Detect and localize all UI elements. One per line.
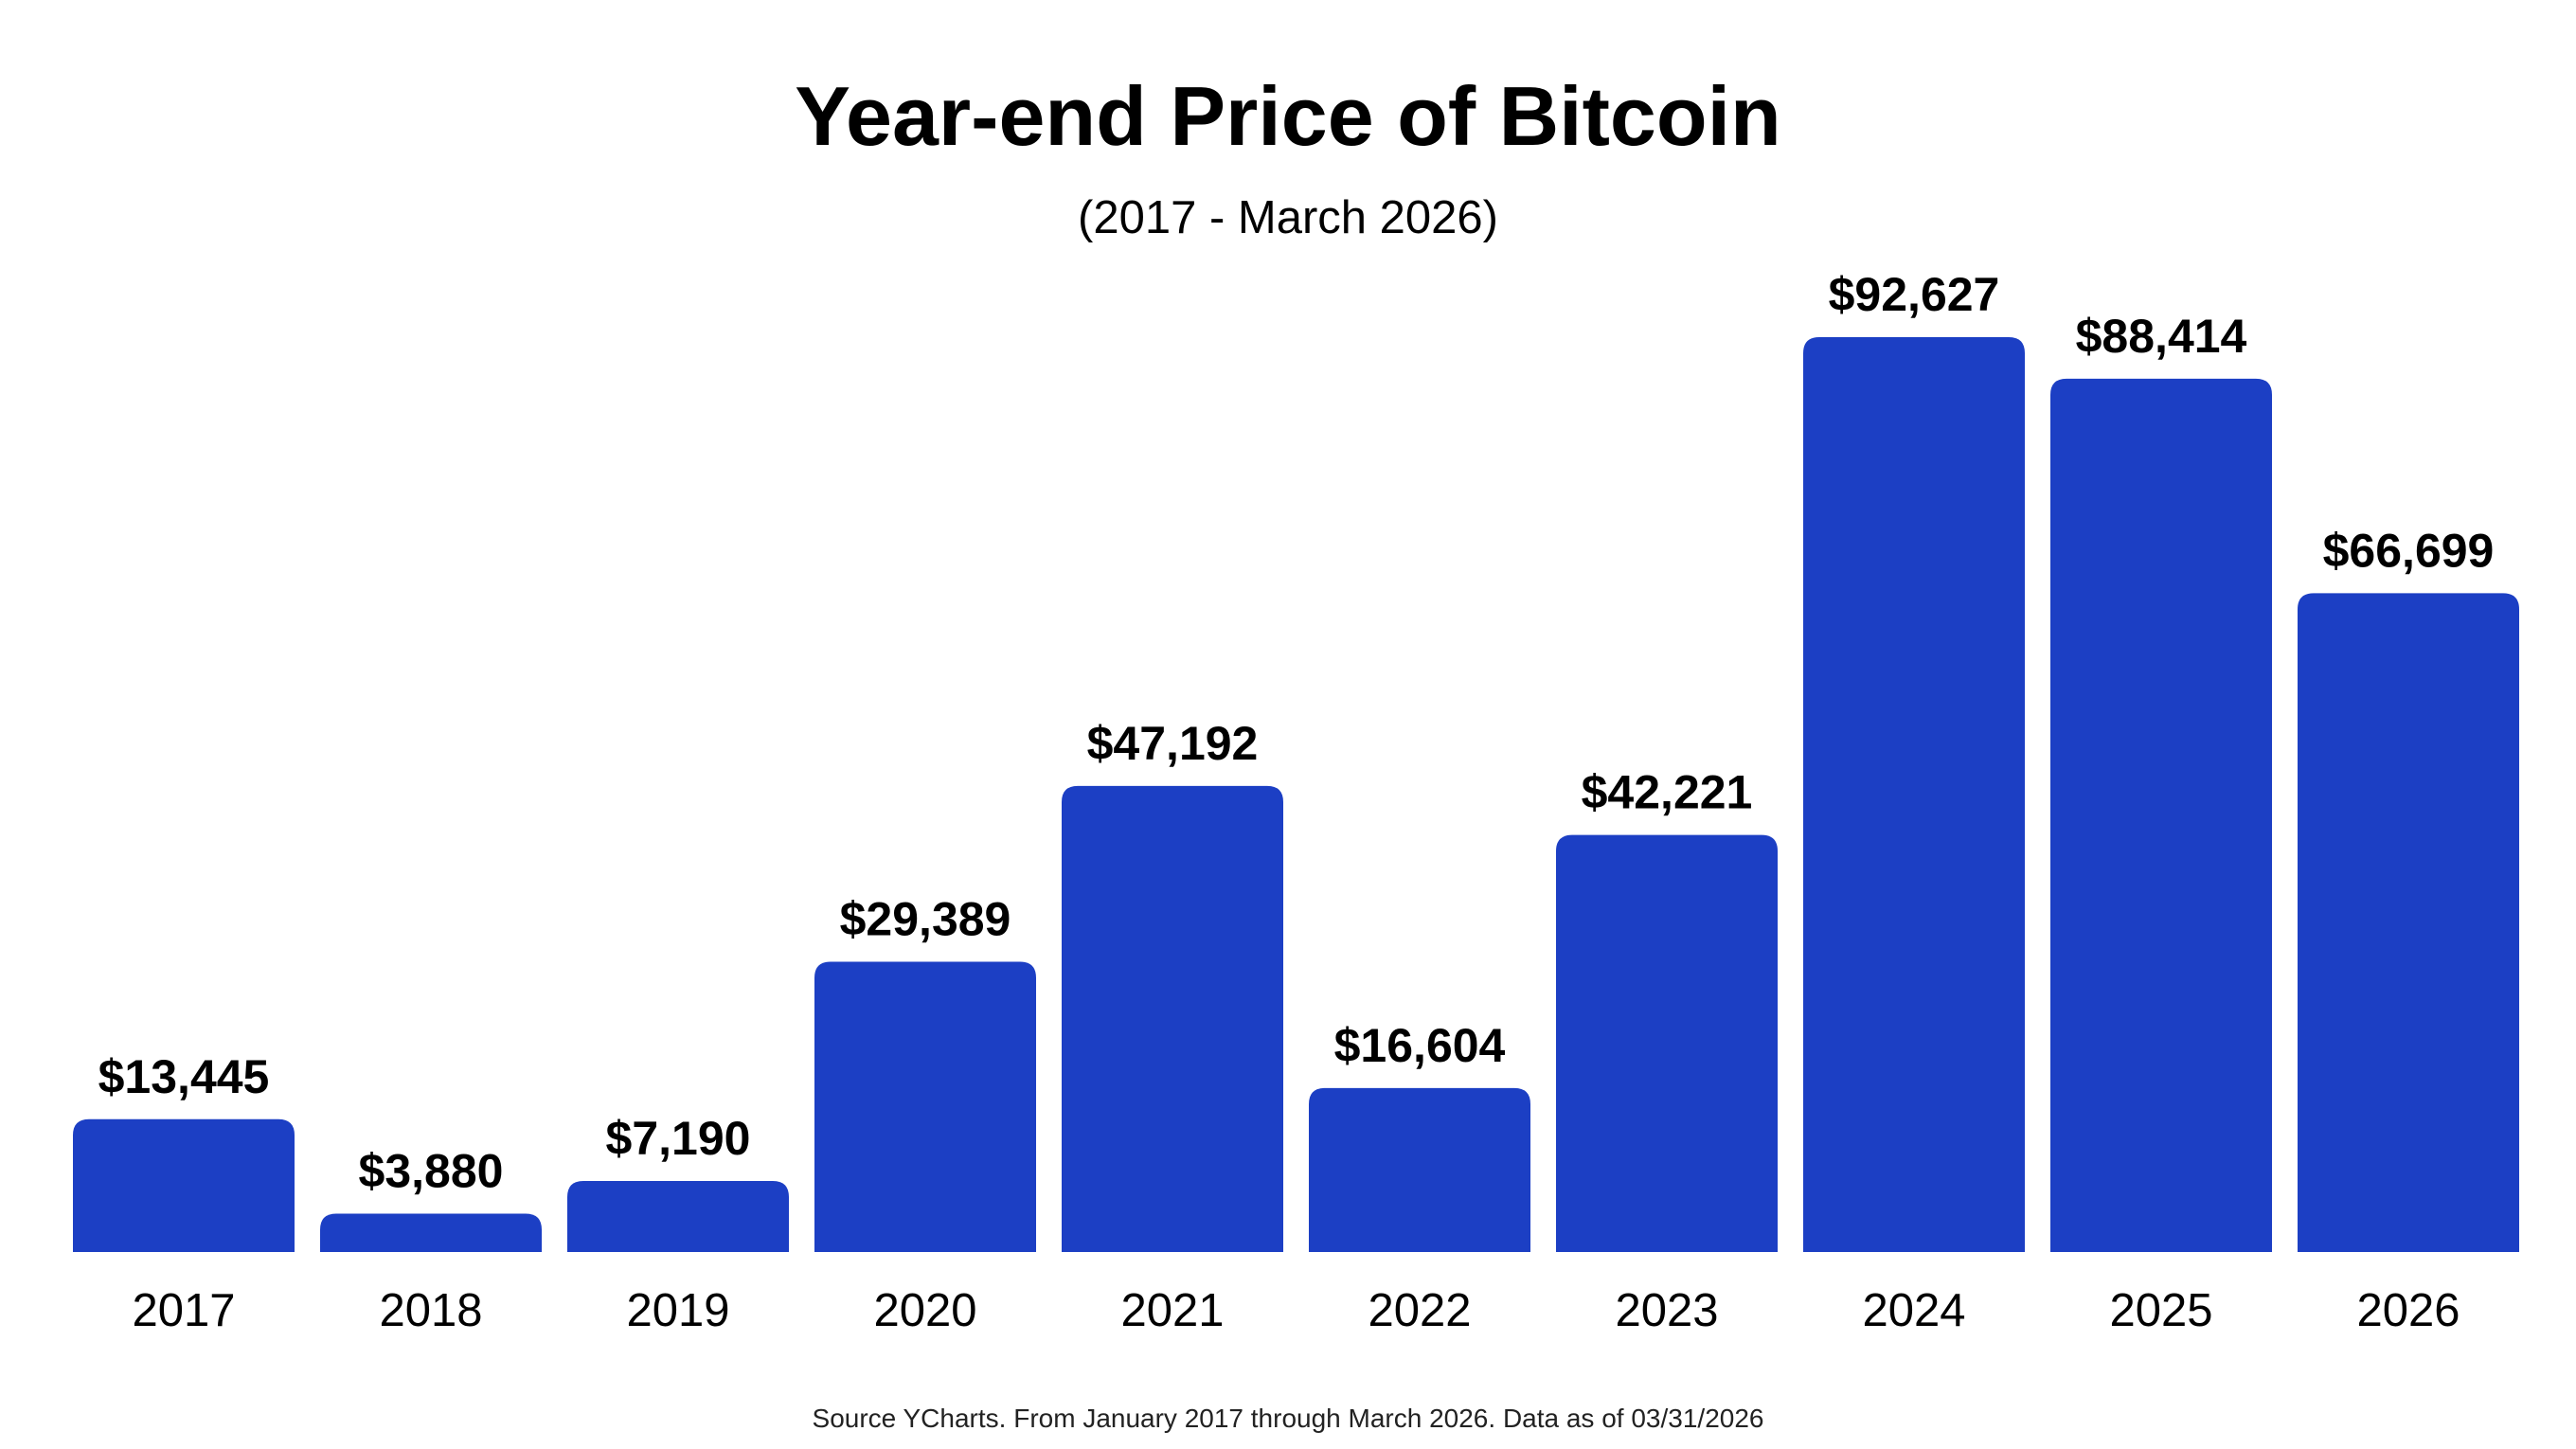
bar-2025: [2050, 378, 2272, 1252]
bar-2017: [73, 1118, 295, 1252]
data-label-2021: $47,192: [1087, 717, 1259, 770]
source-footnote: Source YCharts. From January 2017 throug…: [812, 1404, 1764, 1433]
data-label-2024: $92,627: [1829, 268, 2000, 321]
x-tick-label-2025: 2025: [2109, 1285, 2212, 1336]
x-tick-label-2020: 2020: [873, 1285, 976, 1336]
bar-2018: [320, 1213, 542, 1252]
data-label-2022: $16,604: [1334, 1019, 1506, 1072]
data-label-2017: $13,445: [98, 1050, 270, 1103]
data-label-2019: $7,190: [606, 1112, 751, 1165]
bar-2026: [2298, 593, 2519, 1252]
data-label-2018: $3,880: [359, 1145, 504, 1198]
chart-subtitle: (2017 - March 2026): [1078, 192, 1498, 243]
x-tick-label-2024: 2024: [1862, 1285, 1965, 1336]
bar-2021: [1062, 785, 1283, 1252]
x-tick-label-2018: 2018: [379, 1285, 482, 1336]
x-tick-label-2026: 2026: [2356, 1285, 2460, 1336]
bar-2019: [567, 1181, 789, 1252]
bar-2020: [814, 961, 1036, 1252]
bar-2023: [1556, 834, 1778, 1252]
data-label-2020: $29,389: [840, 893, 1011, 946]
x-tick-label-2021: 2021: [1120, 1285, 1224, 1336]
x-tick-label-2022: 2022: [1368, 1285, 1471, 1336]
bar-2022: [1309, 1087, 1530, 1252]
x-tick-label-2023: 2023: [1615, 1285, 1718, 1336]
chart-title: Year-end Price of Bitcoin: [795, 69, 1781, 163]
x-tick-label-2019: 2019: [626, 1285, 729, 1336]
bar-2024: [1803, 337, 2025, 1252]
data-label-2023: $42,221: [1582, 766, 1753, 819]
data-label-2025: $88,414: [2076, 310, 2247, 363]
x-tick-label-2017: 2017: [132, 1285, 235, 1336]
data-label-2026: $66,699: [2323, 524, 2495, 577]
